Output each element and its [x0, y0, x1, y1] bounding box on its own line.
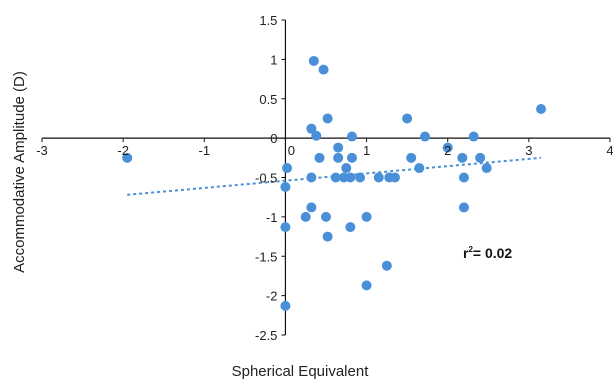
- data-point: [318, 64, 329, 75]
- y-tick-label: 1.5: [259, 13, 277, 28]
- y-tick-label: 1: [270, 52, 277, 67]
- data-point: [306, 202, 317, 213]
- data-point: [311, 130, 322, 141]
- data-point: [346, 131, 357, 142]
- data-point: [361, 280, 372, 291]
- data-point: [355, 172, 366, 183]
- x-tick-label: 1: [363, 143, 370, 158]
- data-point: [457, 152, 468, 163]
- y-axis-title: Accommodative Amplitude (D): [11, 71, 28, 273]
- x-tick-label: 0: [288, 143, 295, 158]
- data-point: [322, 113, 333, 124]
- data-point: [406, 152, 417, 163]
- data-point: [419, 131, 430, 142]
- data-point: [381, 260, 392, 271]
- y-tick-label: -1: [266, 210, 278, 225]
- data-point: [402, 113, 413, 124]
- data-point: [468, 131, 479, 142]
- r-squared-base: r: [463, 245, 469, 261]
- data-point: [333, 142, 344, 153]
- data-point: [306, 172, 317, 183]
- data-point: [373, 172, 384, 183]
- data-point: [475, 152, 486, 163]
- y-tick-label: -0.5: [255, 171, 277, 186]
- data-point: [481, 163, 492, 174]
- r-squared-superscript: 2: [468, 245, 473, 254]
- data-point: [442, 142, 453, 153]
- data-point: [322, 231, 333, 242]
- data-point: [389, 172, 400, 183]
- data-point: [280, 222, 291, 233]
- x-tick-label: 3: [525, 143, 532, 158]
- data-point: [536, 103, 547, 114]
- data-point: [122, 152, 133, 163]
- data-point: [300, 211, 311, 222]
- r-squared-annotation: r2= 0.02: [463, 245, 512, 261]
- data-point: [458, 172, 469, 183]
- y-tick-label: 0: [270, 131, 277, 146]
- data-point: [306, 123, 317, 134]
- data-point: [345, 222, 356, 233]
- data-point: [282, 163, 293, 174]
- data-point: [345, 172, 356, 183]
- data-point: [333, 152, 344, 163]
- y-tick-label: -2: [266, 289, 278, 304]
- data-point: [314, 152, 325, 163]
- data-point: [341, 163, 352, 174]
- x-tick-label: -1: [199, 143, 211, 158]
- data-point: [321, 211, 331, 222]
- y-tick-label: -2.5: [255, 328, 277, 343]
- x-tick-label: 2: [444, 143, 451, 158]
- data-point: [280, 181, 291, 192]
- tick-labels: -3 -2 -1 0 1 2 3 4 1.5 1 0.5 0 -0.5 -1 -1.5 -2 -2.5: [36, 13, 613, 343]
- x-tick-label: -2: [117, 143, 129, 158]
- data-point: [330, 172, 341, 183]
- r-squared-value: = 0.02: [473, 245, 513, 261]
- y-tick-label: -1.5: [255, 249, 277, 264]
- axes: [41, 19, 611, 336]
- y-tick-label: 0.5: [259, 92, 277, 107]
- data-point: [361, 211, 372, 222]
- data-point: [458, 202, 469, 213]
- data-point: [280, 300, 291, 311]
- x-axis-title: Spherical Equivalent: [232, 363, 370, 380]
- x-tick-label: -3: [36, 143, 48, 158]
- data-points: [122, 55, 547, 311]
- data-point: [414, 163, 425, 174]
- x-tick-label: 4: [606, 143, 613, 158]
- data-point: [346, 152, 357, 163]
- data-point: [308, 55, 319, 66]
